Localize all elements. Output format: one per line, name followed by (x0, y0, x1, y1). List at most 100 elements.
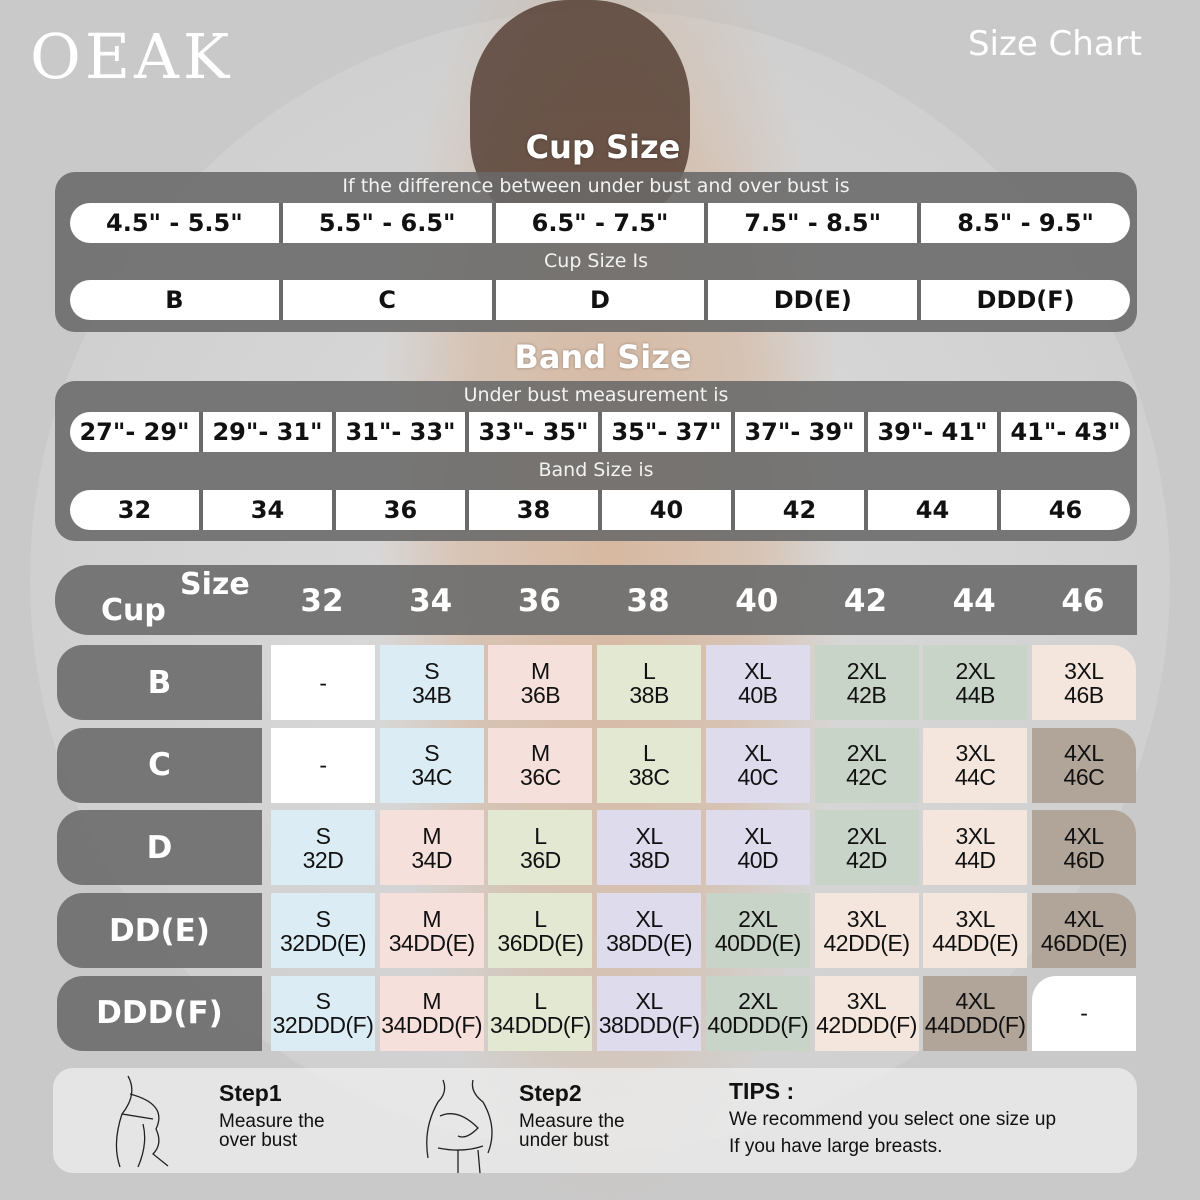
size-cell: 4XL 46DD(E) (1031, 893, 1136, 969)
cup-range-cell: 4.5" - 5.5" (70, 203, 283, 243)
size-code: 38DD(E) (606, 929, 693, 956)
band-column-header: 44 (952, 583, 996, 619)
size-letter: 4XL (1064, 822, 1104, 849)
cup-value-cell: DD(E) (708, 280, 922, 320)
cup-row-label: DD(E) (57, 893, 262, 969)
size-letter: XL (744, 740, 772, 767)
size-letter: M (422, 905, 442, 932)
size-letter: XL (635, 988, 664, 1015)
cup-row-label: DDD(F) (57, 975, 262, 1051)
size-code: 46D (1063, 846, 1105, 873)
size-cell: 4XL 46C (1031, 727, 1136, 803)
size-cell: 2XL 42B (814, 645, 919, 720)
size-letter: 2XL (846, 740, 887, 767)
size-cell: 4XL 46D (1031, 810, 1136, 886)
size-cell: 2XL 44B (923, 645, 1028, 720)
size-letter: M (531, 657, 550, 684)
size-code: 44D (954, 846, 996, 873)
cup-subtitle: If the difference between under bust and… (342, 175, 850, 197)
size-code: 44DD(E) (932, 929, 1019, 956)
band-value-cell: 38 (469, 490, 602, 530)
band-column-header: 36 (517, 583, 561, 619)
brand-logo: OEAK (30, 20, 234, 93)
band-range-row: 27"- 29" 29"- 31" 31"- 33" 33"- 35" 35"- 37"… (70, 412, 1130, 452)
size-letter: 3XL (846, 905, 887, 932)
size-cell: XL 38D (597, 810, 702, 886)
size-code: 36D (520, 846, 561, 873)
size-cell: M 36B (488, 645, 593, 720)
step1-line2: over bust (219, 1130, 298, 1151)
size-code: 42C (846, 764, 887, 791)
size-cell: S 34B (379, 645, 484, 720)
cup-value-cell: B (70, 280, 283, 320)
band-value-cell: 36 (336, 490, 469, 530)
size-cell: XL 38DD(E) (597, 893, 702, 969)
band-column-header: 46 (1061, 583, 1105, 619)
tips-line2: If you have large breasts. (729, 1136, 943, 1157)
size-letter: 2XL (846, 822, 887, 849)
size-cell: L 38C (597, 727, 702, 803)
size-letter: 3XL (955, 740, 995, 767)
grid-header: Size Cup 32 34 36 38 40 42 44 46 (55, 565, 1137, 635)
size-cell: M 34DDD(F) (379, 975, 484, 1051)
size-cell: L 38B (597, 645, 702, 720)
band-range-cell: 37"- 39" (735, 412, 868, 452)
size-cell: 3XL 42DD(E) (814, 893, 919, 969)
tips-title: TIPS : (729, 1078, 795, 1104)
size-letter: S (315, 822, 331, 849)
size-cell: - (271, 727, 375, 803)
size-letter: - (1080, 1000, 1088, 1027)
step2-title: Step2 (519, 1080, 582, 1106)
size-cell: L 36D (488, 810, 593, 886)
size-cell: XL 38DDD(F) (597, 975, 702, 1051)
size-letter: 3XL (955, 905, 995, 932)
size-code: 40DDD(F) (707, 1012, 809, 1039)
size-cell: M 34DD(E) (379, 893, 484, 969)
band-value-row: 32 34 36 38 40 42 44 46 (70, 490, 1130, 530)
size-letter: - (319, 669, 327, 696)
size-code: 36DD(E) (497, 929, 584, 956)
size-code: 40D (737, 846, 779, 873)
step1-title: Step1 (219, 1080, 282, 1106)
size-cell: 3XL 46B (1031, 645, 1136, 720)
band-size-title: Band Size (514, 338, 692, 376)
band-column-header: 40 (735, 583, 779, 619)
size-cell: - (1031, 975, 1136, 1051)
size-letter: S (424, 657, 440, 684)
size-letter: XL (635, 822, 664, 849)
cup-value-cell: D (496, 280, 709, 320)
band-subtitle: Under bust measurement is (463, 384, 729, 406)
cup-axis-label: Cup (101, 593, 166, 628)
cup-range-row: 4.5" - 5.5" 5.5" - 6.5" 6.5" - 7.5" 7.5" - … (70, 203, 1130, 243)
band-column-header: 34 (409, 583, 453, 619)
size-code: 40C (737, 764, 779, 791)
band-range-cell: 33"- 35" (469, 412, 602, 452)
size-cell: 3XL 44C (923, 727, 1028, 803)
size-code: 36B (520, 681, 561, 708)
size-code: 34B (411, 681, 452, 708)
size-cell: S 32D (271, 810, 375, 886)
size-cell: 2XL 40DD(E) (705, 893, 810, 969)
size-cell: 4XL 44DDD(F) (923, 975, 1028, 1051)
size-code: 36C (520, 764, 561, 791)
size-code: 32DD(E) (280, 929, 366, 956)
size-letter: 2XL (846, 657, 887, 684)
size-letter: L (534, 988, 547, 1015)
band-range-cell: 39"- 41" (868, 412, 1001, 452)
size-letter: L (642, 740, 656, 767)
size-cell: M 36C (488, 727, 593, 803)
size-letter: 2XL (738, 905, 778, 932)
cup-value-cell: DDD(F) (976, 286, 1075, 314)
size-code: 44C (954, 764, 996, 791)
size-cell: 2XL 42D (814, 810, 919, 886)
size-cell: XL 40B (705, 645, 810, 720)
cup-value-cell: C (283, 280, 496, 320)
size-cell: S 34C (379, 727, 484, 803)
band-result-label: Band Size is (538, 459, 654, 481)
over-bust-figure-icon (115, 1075, 169, 1168)
cup-range-cell: 8.5" - 9.5" (957, 209, 1094, 237)
size-letter: 4XL (1064, 740, 1104, 767)
size-cell: S 32DDD(F) (271, 975, 375, 1051)
size-cell: L 36DD(E) (488, 893, 593, 969)
size-letter: 3XL (846, 988, 887, 1015)
